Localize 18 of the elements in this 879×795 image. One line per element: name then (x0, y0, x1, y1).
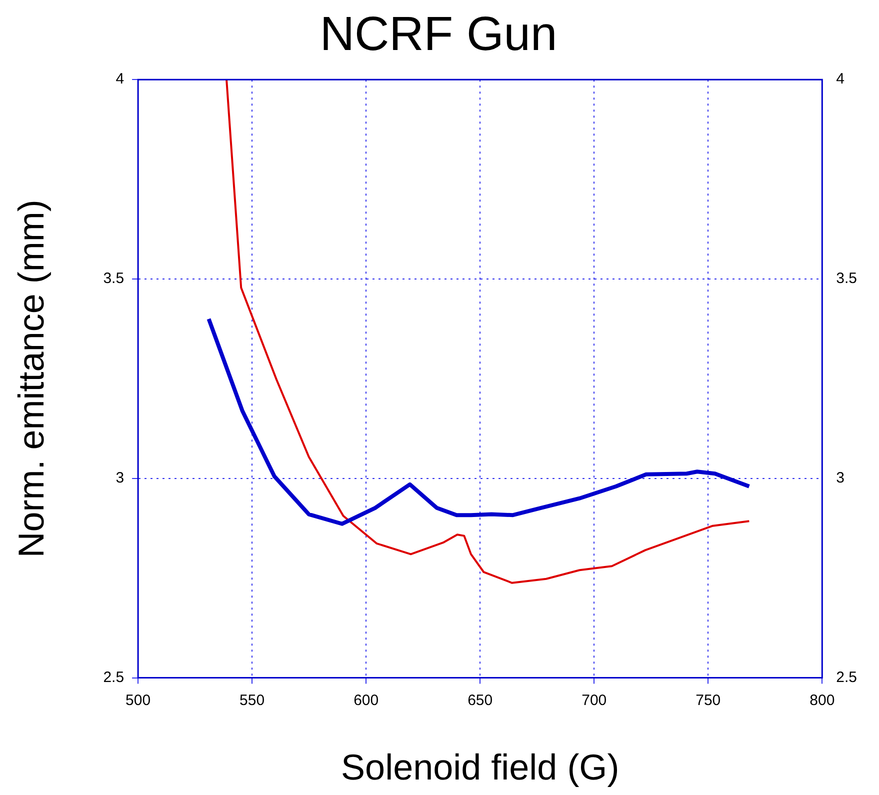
y2-tick-label: 3 (836, 470, 844, 487)
y2-tick-label: 2.5 (836, 668, 858, 686)
x-tick-label: 600 (354, 692, 379, 709)
x-tick-label: 800 (810, 692, 835, 709)
y-tick-label: 3 (116, 470, 124, 487)
y2-tick-label: 4 (836, 70, 844, 88)
x-tick-label: 750 (696, 692, 721, 709)
x-tick-label: 650 (468, 692, 493, 709)
y2-tick-label: 3.5 (836, 270, 858, 288)
x-tick-label: 500 (126, 692, 151, 709)
x-axis-title: Solenoid field (G) (341, 746, 620, 788)
x-tick-label: 700 (582, 692, 607, 709)
y-tick-label: 4 (116, 70, 124, 88)
x-tick-label: 550 (240, 692, 265, 709)
y-tick-label: 2.5 (103, 668, 124, 686)
y-axis-title: Norm. emittance (mm) (10, 200, 52, 558)
y-tick-label: 3.5 (103, 270, 124, 288)
chart-title: NCRF Gun (320, 8, 558, 62)
